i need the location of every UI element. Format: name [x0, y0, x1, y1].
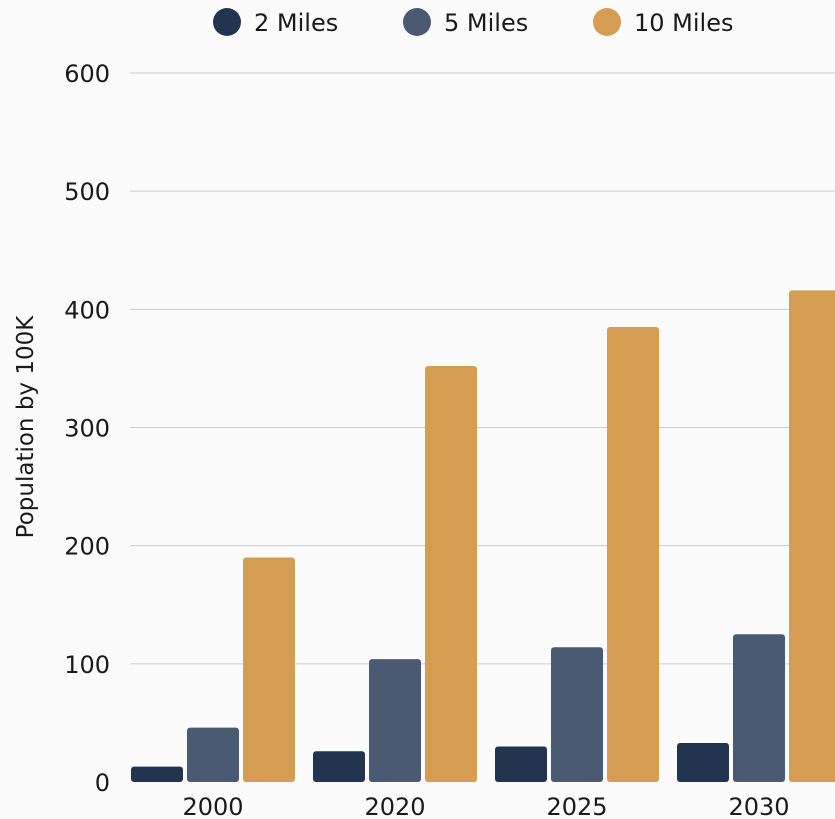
y-tick-label: 200	[64, 533, 110, 561]
grid	[130, 72, 835, 665]
bar	[313, 751, 365, 782]
x-tick-label: 2030	[728, 793, 789, 819]
legend-label: 10 Miles	[634, 9, 733, 37]
y-tick-label: 100	[64, 651, 110, 679]
bar	[733, 634, 785, 782]
y-tick-label: 600	[64, 60, 110, 88]
bar	[677, 743, 729, 782]
legend: 2 Miles 5 Miles 10 Miles	[213, 8, 733, 37]
y-tick-label: 400	[64, 296, 110, 324]
x-axis: 2000 2020 2025 2030	[182, 793, 789, 819]
bar	[187, 727, 239, 782]
legend-marker	[403, 8, 431, 36]
bar	[243, 557, 295, 782]
bar	[607, 327, 659, 782]
bars	[131, 290, 835, 782]
bar	[495, 746, 547, 782]
bar	[789, 290, 835, 782]
y-tick-label: 500	[64, 178, 110, 206]
legend-marker	[213, 8, 241, 36]
y-tick-label: 0	[95, 769, 110, 797]
bar	[131, 766, 183, 782]
legend-label: 5 Miles	[444, 9, 528, 37]
y-axis-title: Population by 100K	[13, 315, 39, 539]
legend-marker	[593, 8, 621, 36]
y-axis: 0 100 200 300 400 500 600	[64, 60, 110, 797]
bar	[369, 659, 421, 782]
x-tick-label: 2025	[546, 793, 607, 819]
bar	[551, 647, 603, 782]
x-tick-label: 2000	[182, 793, 243, 819]
bar	[425, 366, 477, 782]
y-tick-label: 300	[64, 415, 110, 443]
legend-label: 2 Miles	[254, 9, 338, 37]
x-tick-label: 2020	[364, 793, 425, 819]
